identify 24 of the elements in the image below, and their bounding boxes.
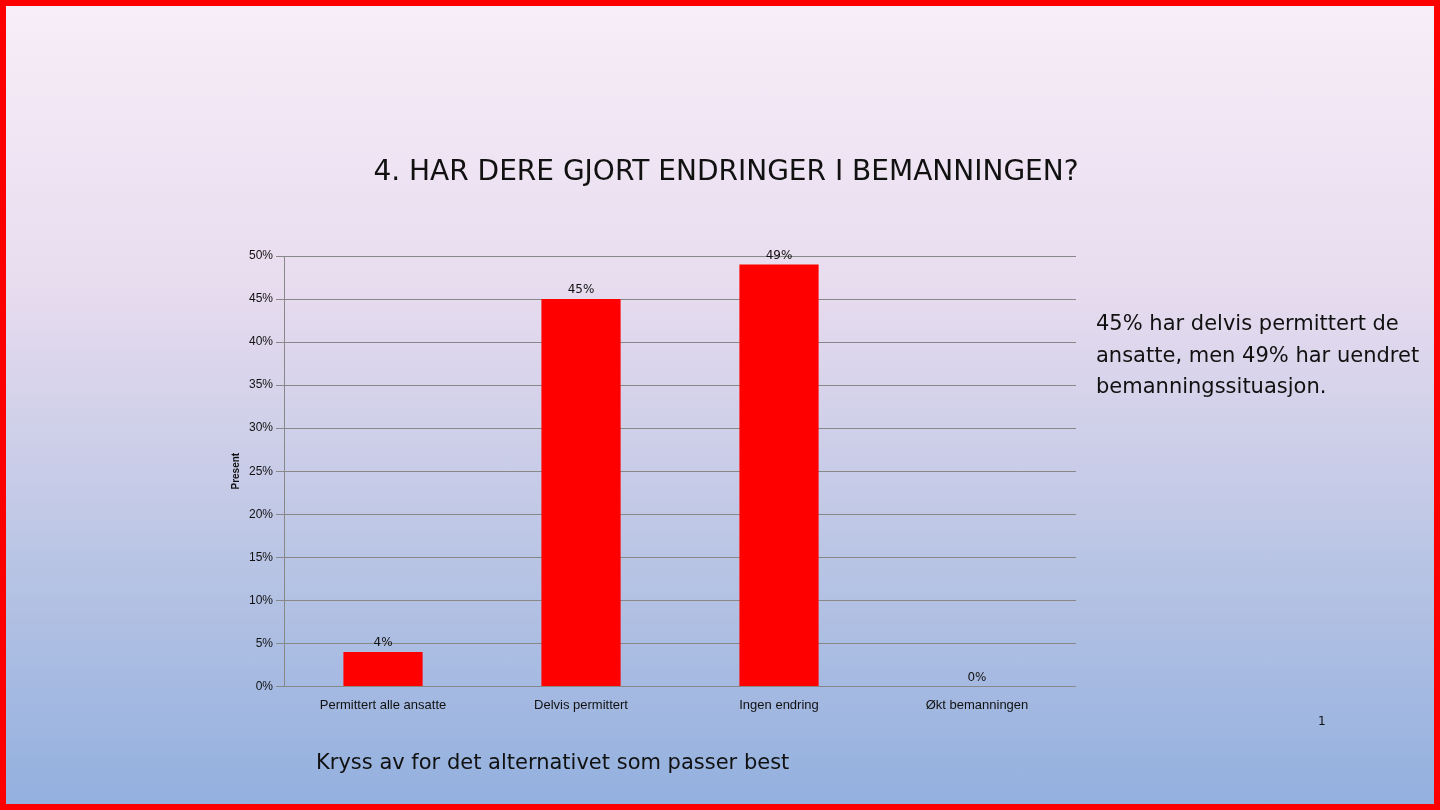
y-tick-label: 40% <box>248 334 274 349</box>
y-tick-label: 5% <box>255 635 274 650</box>
y-tick-label: 10% <box>248 592 274 607</box>
data-label: 0% <box>967 669 987 684</box>
y-tick-label: 30% <box>248 420 274 435</box>
x-tick-label: Delvis permittert <box>534 696 629 712</box>
y-tick-label: 15% <box>248 549 274 564</box>
y-axis-title: Present <box>229 452 241 490</box>
x-tick-label: Ingen endring <box>739 696 819 712</box>
text: Kryss av for det alternativet som passer best <box>316 750 790 774</box>
x-tick-label: Permittert alle ansatte <box>319 696 447 712</box>
chart-title: 4. HAR DERE GJORT ENDRINGER I BEMANNINGEN? <box>372 154 1080 187</box>
data-label: 4% <box>373 635 393 650</box>
text: 1 <box>1318 714 1326 728</box>
y-tick-label: 35% <box>248 377 274 392</box>
y-tick-label: 20% <box>248 506 274 521</box>
y-tick-label: 45% <box>248 291 274 306</box>
y-tick-label: 25% <box>248 463 274 478</box>
x-tick-label: Økt bemanningen <box>925 696 1029 712</box>
text: 45% har delvis permittert de ansatte, men 49% har uendret bemanningssituasjon. <box>1096 310 1421 400</box>
data-label: 49% <box>765 247 793 262</box>
data-label: 45% <box>567 282 595 297</box>
y-tick-label: 0% <box>255 678 274 693</box>
y-tick-label: 50% <box>248 248 274 263</box>
